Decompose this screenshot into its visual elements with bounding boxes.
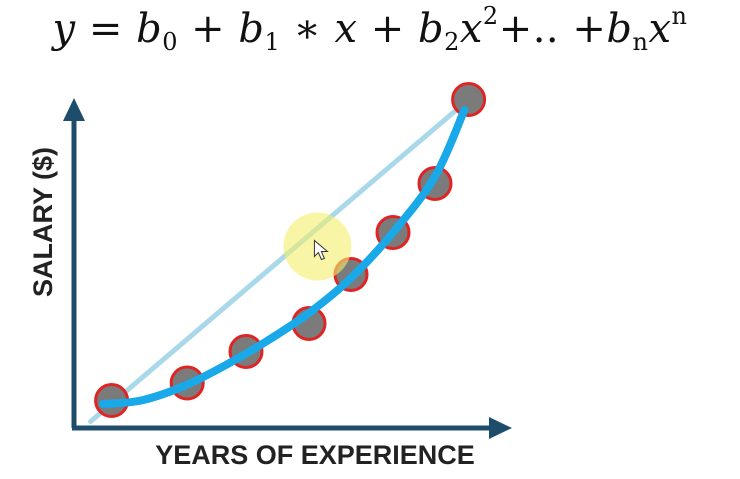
x-axis-label: YEARS OF EXPERIENCE bbox=[155, 440, 475, 470]
formula-sub-2: 2 bbox=[444, 28, 460, 56]
chart-marks bbox=[88, 82, 487, 424]
y-axis-arrowhead bbox=[63, 98, 85, 121]
formula-xn: x bbox=[648, 6, 672, 52]
formula-sub-1: 1 bbox=[264, 28, 281, 56]
formula-sub-n: n bbox=[632, 28, 649, 56]
formula-sup-2: 2 bbox=[482, 2, 499, 30]
formula-y: y bbox=[52, 6, 76, 52]
formula-sub-0: 0 bbox=[162, 28, 178, 56]
formula-x2: x bbox=[459, 6, 483, 52]
formula-sup-n: n bbox=[671, 2, 688, 30]
chart-axes bbox=[63, 98, 512, 439]
formula-plus-1: + bbox=[177, 6, 239, 52]
formula-b2: b bbox=[417, 6, 445, 52]
formula-times: ∗ bbox=[280, 6, 335, 52]
formula-plus-2: + bbox=[357, 6, 418, 52]
formula-b1: b bbox=[238, 6, 265, 52]
data-point bbox=[451, 82, 487, 117]
polynomial-fit-curve bbox=[99, 106, 469, 408]
x-axis-arrowhead bbox=[489, 417, 512, 439]
linear-fit-line bbox=[88, 97, 472, 424]
polynomial-regression-formula: y = b0 + b1 ∗ x + b2x2+.. +bnxn bbox=[0, 2, 740, 56]
y-axis-label: SALARY ($) bbox=[28, 147, 58, 297]
formula-ellipsis: +.. + bbox=[498, 6, 607, 52]
formula-x1: x bbox=[334, 6, 358, 52]
formula-equals: = bbox=[75, 6, 137, 52]
mouse-pointer-icon bbox=[313, 239, 329, 261]
formula-bn: b bbox=[606, 6, 633, 52]
formula-b0: b bbox=[136, 6, 163, 52]
